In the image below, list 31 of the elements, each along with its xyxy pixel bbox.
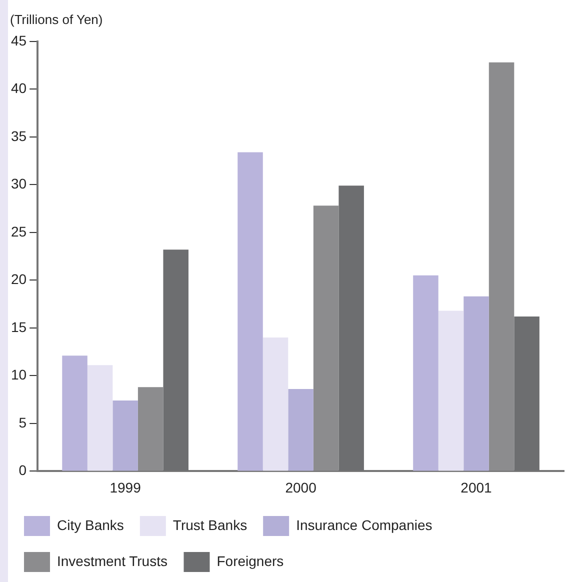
y-tick-label: 10 xyxy=(10,366,27,383)
y-axis-title: (Trillions of Yen) xyxy=(10,12,103,27)
y-tick-label: 30 xyxy=(10,176,27,192)
bar xyxy=(62,356,88,471)
x-tick-label: 1999 xyxy=(110,479,142,496)
legend-label: Insurance Companies xyxy=(296,516,432,533)
legend-label: Investment Trusts xyxy=(57,552,168,569)
bar xyxy=(313,206,339,471)
y-tick-label: 0 xyxy=(18,462,27,478)
y-tick-label: 45 xyxy=(10,32,27,48)
legend-label: Trust Banks xyxy=(172,516,248,533)
bar xyxy=(262,337,288,471)
bar xyxy=(464,296,489,471)
bar xyxy=(413,275,438,471)
bar xyxy=(87,365,113,471)
y-tick-label: 35 xyxy=(10,128,27,144)
bar xyxy=(138,387,164,471)
x-tick-label: 2000 xyxy=(285,479,317,496)
bar xyxy=(288,389,314,471)
legend-label: Foreigners xyxy=(216,552,284,569)
bar xyxy=(238,152,263,471)
y-tick-label: 15 xyxy=(10,318,27,335)
bar xyxy=(438,310,464,471)
y-tick-label: 5 xyxy=(18,414,27,430)
y-tick-label: 25 xyxy=(10,223,27,240)
x-tick-label: 2001 xyxy=(460,479,492,496)
y-tick-label: 20 xyxy=(10,271,27,288)
bar xyxy=(112,400,138,471)
y-tick-label: 40 xyxy=(10,80,27,96)
bar xyxy=(488,62,514,471)
legend-label: City Banks xyxy=(57,516,124,533)
